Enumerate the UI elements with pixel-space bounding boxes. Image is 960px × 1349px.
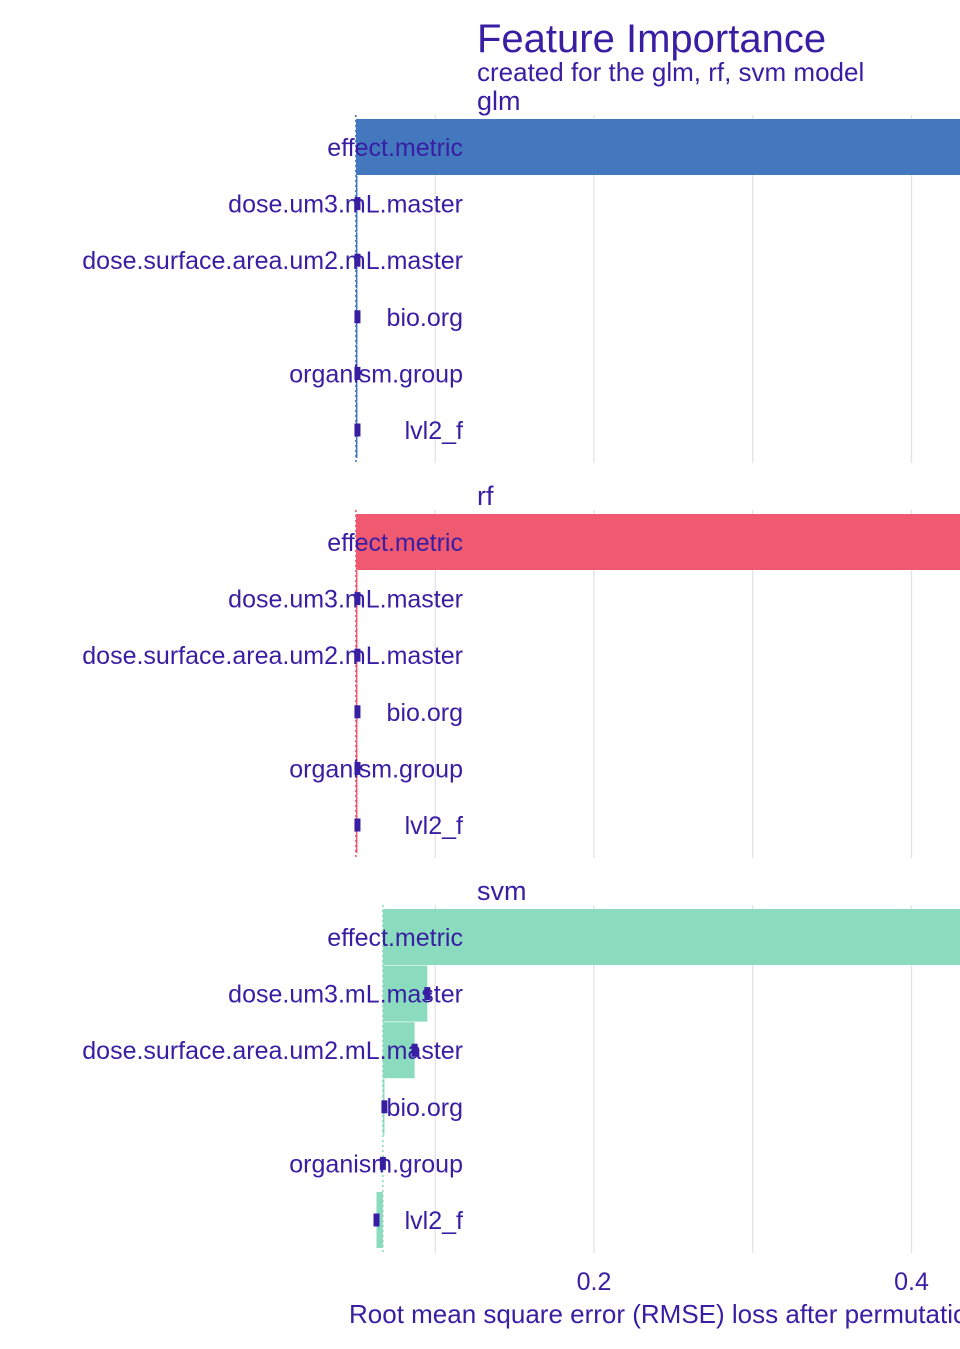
point-glm-2 xyxy=(354,253,361,267)
point-svm-4 xyxy=(379,1156,386,1170)
x-tick-label: 0.4 xyxy=(894,1268,929,1296)
panel-svm: svm effect.metric dose.um3.mL.master dose.s… xyxy=(82,876,960,1253)
category-label: effect.metric xyxy=(327,924,463,952)
category-label: organism.group xyxy=(289,755,463,783)
facet-label-glm: glm xyxy=(477,86,521,116)
point-rf-4 xyxy=(354,761,361,775)
category-label: dose.surface.area.um2.mL.master xyxy=(82,247,463,275)
category-label: dose.um3.mL.master xyxy=(228,191,463,219)
x-axis: 0.20.40.6 xyxy=(577,1268,929,1296)
bar-glm-0 xyxy=(355,119,960,175)
category-label: lvl2_f xyxy=(405,417,463,445)
point-glm-3 xyxy=(354,310,361,324)
point-rf-5 xyxy=(354,818,361,832)
bar-svm-2 xyxy=(382,1022,415,1079)
point-svm-2 xyxy=(411,1043,418,1057)
point-glm-4 xyxy=(354,366,361,380)
category-label: organism.group xyxy=(289,1150,463,1178)
category-label: dose.um3.mL.master xyxy=(228,981,463,1009)
category-label: bio.org xyxy=(387,699,463,727)
point-rf-1 xyxy=(354,592,361,606)
x-axis-title: Root mean square error (RMSE) loss after… xyxy=(349,1299,960,1329)
point-rf-2 xyxy=(354,648,361,662)
panel-rf: rf effect.metric dose.um3.mL.master dose.su… xyxy=(82,481,960,858)
bar-svm-1 xyxy=(382,965,428,1022)
category-label: bio.org xyxy=(387,304,463,332)
panel-glm: glm effect.metric dose.um3.mL.master dose.s… xyxy=(82,86,960,463)
chart-title: Feature Importance xyxy=(477,17,826,61)
bar-svm-0 xyxy=(382,909,960,965)
facet-label-rf: rf xyxy=(477,481,494,511)
facet-panels: glm effect.metric dose.um3.mL.master dose.s… xyxy=(82,86,960,1253)
category-label: effect.metric xyxy=(327,529,463,557)
category-label: effect.metric xyxy=(327,134,463,162)
category-label: lvl2_f xyxy=(405,812,463,840)
category-label: bio.org xyxy=(387,1094,463,1122)
category-label: dose.surface.area.um2.mL.master xyxy=(82,642,463,670)
category-label: dose.um3.mL.master xyxy=(228,586,463,614)
category-label: organism.group xyxy=(289,360,463,388)
x-tick-label: 0.2 xyxy=(577,1268,612,1296)
chart-subtitle: created for the glm, rf, svm model xyxy=(477,57,864,87)
point-glm-1 xyxy=(354,197,361,211)
point-svm-1 xyxy=(424,987,431,1001)
category-label: lvl2_f xyxy=(405,1207,463,1235)
facet-label-svm: svm xyxy=(477,876,527,906)
point-svm-5 xyxy=(373,1213,380,1227)
bar-svm-5 xyxy=(376,1192,383,1248)
point-glm-5 xyxy=(354,423,361,437)
bar-rf-0 xyxy=(355,514,960,570)
category-label: dose.surface.area.um2.mL.master xyxy=(82,1037,463,1065)
point-svm-3 xyxy=(381,1100,388,1114)
point-rf-3 xyxy=(354,705,361,719)
